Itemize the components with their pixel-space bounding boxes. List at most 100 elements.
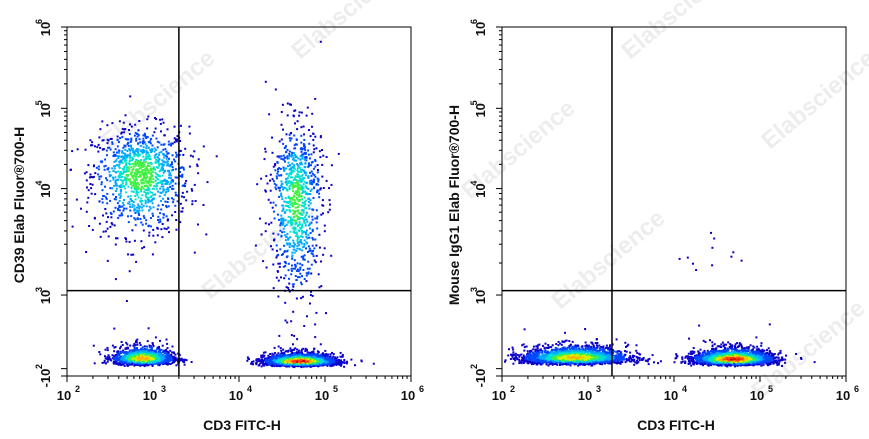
event-dot: [154, 193, 157, 196]
event-dot: [107, 216, 109, 219]
event-dot: [136, 218, 139, 221]
event-dot: [134, 169, 137, 172]
event-dot: [146, 127, 149, 130]
event-dot: [173, 357, 176, 360]
event-dot: [193, 251, 196, 254]
event-dot: [188, 165, 191, 168]
event-dot: [143, 217, 146, 219]
event-dot: [119, 196, 122, 199]
event-dot: [141, 151, 144, 154]
event-dot: [161, 361, 164, 364]
event-dot: [171, 154, 174, 157]
event-dot: [128, 129, 130, 131]
event-dot: [126, 166, 128, 169]
event-dot: [296, 355, 299, 358]
event-dot: [132, 201, 135, 204]
event-dot: [168, 360, 171, 363]
event-dot: [137, 203, 140, 206]
event-dot: [109, 180, 112, 183]
event-dot: [160, 349, 163, 352]
event-dot: [132, 184, 135, 187]
event-dot: [174, 356, 177, 359]
event-dot: [156, 146, 159, 149]
event-dot: [109, 148, 112, 151]
event-dot: [135, 260, 138, 263]
event-dot: [125, 157, 128, 160]
event-dot: [127, 138, 130, 141]
event-dot: [179, 150, 182, 152]
event-dot: [138, 183, 141, 186]
event-dot: [151, 149, 154, 151]
event-dot: [163, 227, 166, 230]
event-dot: [116, 353, 119, 356]
event-dot: [164, 161, 167, 164]
event-dot: [132, 253, 135, 256]
event-dot: [297, 351, 300, 354]
event-dot: [304, 355, 307, 358]
event-dot: [179, 175, 182, 178]
event-dot: [114, 160, 117, 163]
event-dot: [101, 201, 104, 204]
event-dot: [292, 343, 294, 346]
event-dot: [136, 209, 139, 212]
event-dot: [175, 219, 178, 221]
event-dot: [106, 259, 109, 262]
event-dot: [137, 171, 140, 174]
event-dot: [343, 365, 346, 368]
event-dot: [119, 362, 122, 365]
event-dot: [162, 360, 165, 363]
event-dot: [273, 346, 276, 349]
event-dot: [130, 139, 133, 142]
event-dot: [166, 169, 169, 172]
event-dot: [156, 208, 159, 211]
event-dot: [162, 153, 164, 156]
event-dot: [130, 253, 133, 256]
event-dot: [163, 170, 166, 173]
event-dot: [151, 253, 154, 256]
event-dot: [262, 362, 264, 365]
event-dot: [372, 362, 375, 365]
event-dot: [158, 181, 160, 184]
event-dot: [147, 115, 150, 118]
event-dot: [215, 155, 218, 158]
event-dot: [148, 205, 151, 208]
event-dot: [124, 356, 127, 359]
event-dot: [174, 211, 177, 213]
event-dot: [112, 151, 115, 154]
event-dot: [106, 124, 109, 127]
event-dot: [113, 167, 116, 170]
event-dot: [162, 362, 165, 365]
event-dot: [325, 363, 328, 366]
event-dot: [113, 358, 116, 361]
event-dot: [145, 166, 148, 169]
event-dot: [189, 154, 192, 157]
event-dot: [308, 354, 311, 357]
event-dot: [147, 355, 150, 358]
event-dot: [135, 341, 138, 344]
event-dot: [149, 158, 152, 160]
event-dot: [169, 174, 172, 177]
event-dot: [100, 181, 103, 184]
event-dot: [137, 161, 140, 164]
event-dot: [152, 187, 155, 190]
event-dot: [141, 142, 144, 145]
event-dot: [142, 137, 145, 140]
event-dot: [104, 164, 107, 167]
event-dot: [130, 166, 133, 169]
event-dot: [167, 152, 170, 155]
event-dot: [118, 200, 121, 202]
event-dot: [124, 138, 127, 141]
event-dot: [130, 356, 133, 359]
event-dot: [120, 341, 123, 343]
event-dot: [154, 175, 157, 178]
event-dot: [315, 353, 318, 356]
event-dot: [139, 145, 142, 147]
event-dot: [118, 163, 121, 166]
event-dot: [153, 361, 156, 364]
event-dot: [174, 204, 177, 207]
event-dot: [98, 175, 101, 178]
event-dot: [183, 359, 186, 362]
event-dot: [147, 351, 150, 353]
event-dot: [122, 172, 125, 175]
event-dot: [113, 346, 116, 349]
